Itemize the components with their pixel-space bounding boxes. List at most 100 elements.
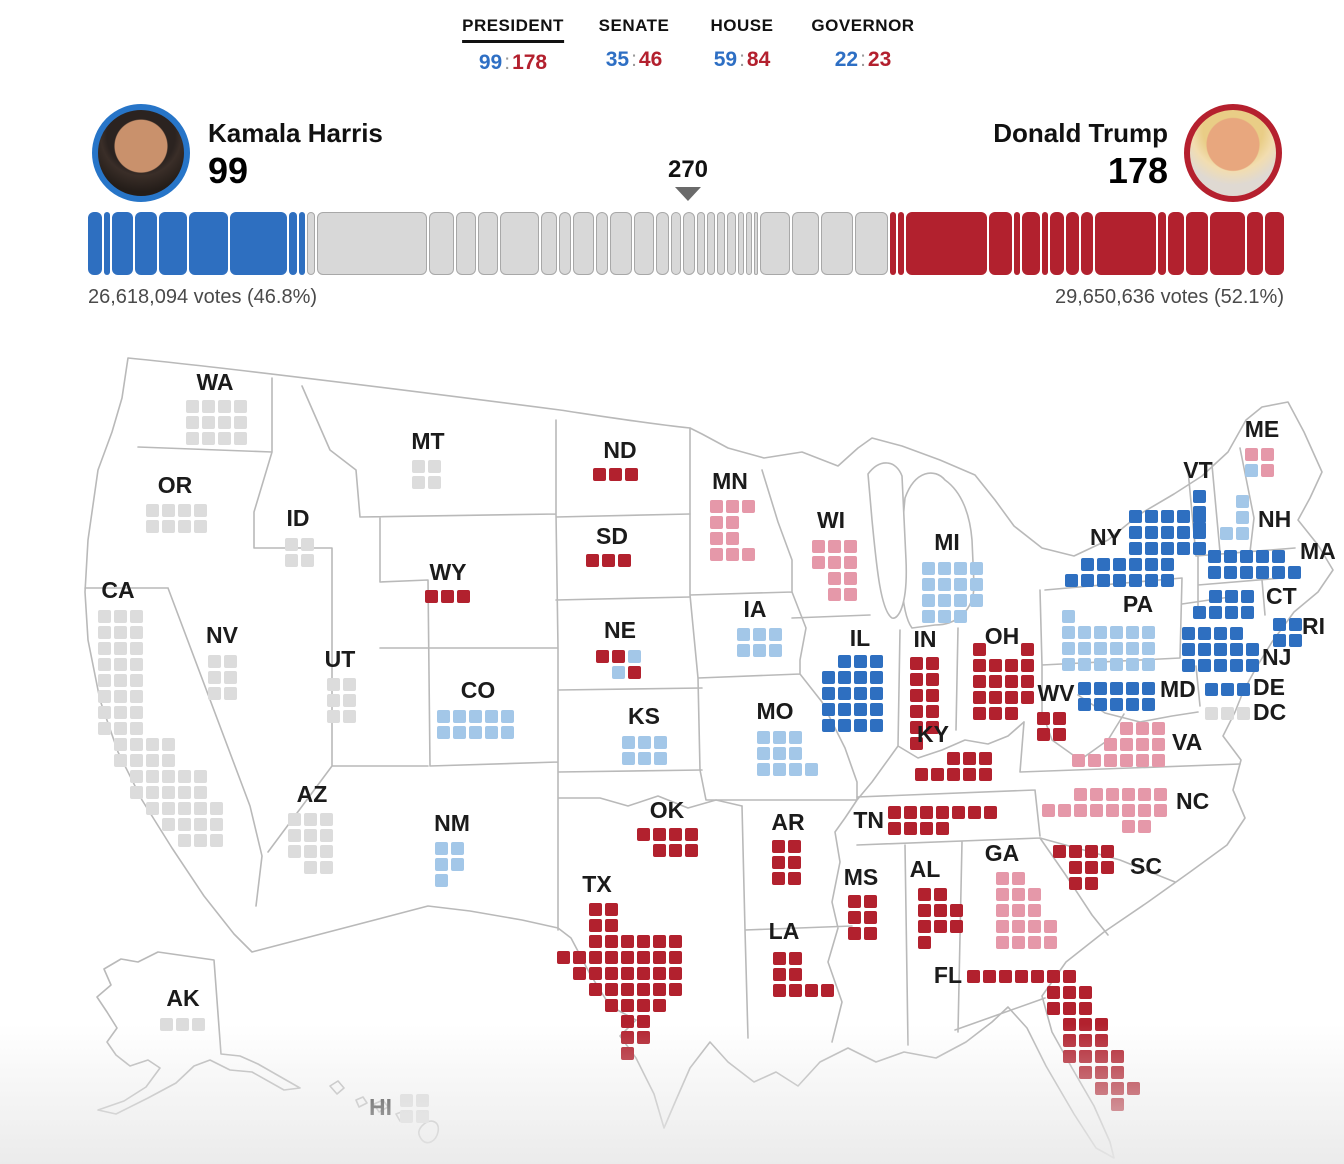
bar-segment-IA[interactable] — [559, 212, 572, 275]
bar-segment-LA[interactable] — [1247, 212, 1264, 275]
bar-segment-GA[interactable] — [855, 212, 888, 275]
state-label-KY[interactable]: KY — [917, 721, 949, 748]
bar-segment-MS[interactable] — [1066, 212, 1079, 275]
state-label-IN[interactable]: IN — [913, 626, 937, 653]
bar-segment-TN[interactable] — [989, 212, 1012, 275]
nav-tab-house[interactable]: HOUSE 59:84 — [711, 16, 774, 72]
state-label-VT[interactable]: VT — [1183, 457, 1213, 484]
state-label-VA[interactable]: VA — [1172, 729, 1203, 756]
state-label-MD[interactable]: MD — [1160, 676, 1196, 703]
bar-segment-AL[interactable] — [1021, 212, 1040, 275]
bar-segment-WY[interactable] — [889, 212, 896, 275]
nav-tab-senate[interactable]: SENATE 35:46 — [599, 16, 670, 72]
bar-segment-MD[interactable] — [112, 212, 133, 275]
bar-segment-NE3[interactable] — [1042, 212, 1049, 275]
bar-segment-PA[interactable] — [500, 212, 539, 275]
state-label-ND[interactable]: ND — [603, 437, 637, 464]
state-label-OR[interactable]: OR — [157, 472, 193, 499]
state-label-WI[interactable]: WI — [816, 507, 846, 534]
bar-segment-VT[interactable] — [104, 212, 111, 275]
state-label-HI[interactable]: HI — [369, 1094, 392, 1121]
state-label-PA[interactable]: PA — [1122, 591, 1154, 618]
bar-segment-KS[interactable] — [656, 212, 669, 275]
state-label-IL[interactable]: IL — [849, 625, 871, 652]
bar-segment-CA[interactable] — [317, 212, 428, 275]
bar-segment-WI[interactable] — [477, 212, 499, 275]
state-label-AK[interactable]: AK — [166, 985, 200, 1012]
state-label-MN[interactable]: MN — [712, 468, 748, 495]
bar-segment-NC[interactable] — [820, 212, 854, 275]
state-label-CT[interactable]: CT — [1266, 583, 1297, 610]
state-label-OK[interactable]: OK — [649, 797, 685, 824]
state-label-DE[interactable]: DE — [1253, 674, 1285, 701]
nav-tab-governor[interactable]: GOVERNOR 22:23 — [811, 16, 914, 72]
state-label-CA[interactable]: CA — [101, 577, 135, 604]
bar-segment-NM[interactable] — [670, 212, 681, 275]
state-label-AL[interactable]: AL — [909, 856, 941, 883]
bar-segment-OH[interactable] — [1210, 212, 1245, 275]
state-label-WA[interactable]: WA — [196, 369, 234, 396]
bar-segment-OK[interactable] — [1050, 212, 1065, 275]
bar-segment-AK[interactable] — [737, 212, 744, 275]
state-label-NE[interactable]: NE — [604, 617, 636, 644]
state-label-MA[interactable]: MA — [1300, 538, 1336, 565]
state-label-WY[interactable]: WY — [429, 559, 467, 586]
state-label-TN[interactable]: TN — [853, 807, 884, 834]
state-label-GA[interactable]: GA — [984, 840, 1020, 867]
bar-segment-ID[interactable] — [707, 212, 716, 275]
state-label-NC[interactable]: NC — [1176, 788, 1210, 815]
bar-segment-MI[interactable] — [759, 212, 791, 275]
state-label-NM[interactable]: NM — [434, 810, 470, 837]
state-label-KS[interactable]: KS — [628, 703, 660, 730]
bar-segment-ND[interactable] — [897, 212, 904, 275]
state-label-IA[interactable]: IA — [743, 596, 767, 623]
bar-segment-NV[interactable] — [595, 212, 608, 275]
state-label-MS[interactable]: MS — [843, 864, 879, 891]
state-label-MT[interactable]: MT — [411, 428, 445, 455]
bar-segment-WA[interactable] — [429, 212, 454, 275]
state-label-CO[interactable]: CO — [460, 677, 496, 704]
bar-segment-SC[interactable] — [1265, 212, 1284, 275]
state-label-UT[interactable]: UT — [324, 646, 356, 673]
state-label-NH[interactable]: NH — [1258, 506, 1292, 533]
bar-segment-NJ[interactable] — [159, 212, 188, 275]
bar-segment-MO[interactable] — [573, 212, 594, 275]
state-label-TX[interactable]: TX — [582, 871, 612, 898]
bar-segment-IN[interactable] — [1186, 212, 1209, 275]
state-label-FL[interactable]: FL — [933, 962, 962, 989]
nav-tab-president[interactable]: PRESIDENT 99:178 — [462, 16, 564, 75]
bar-segment-MN[interactable] — [455, 212, 476, 275]
bar-segment-FL[interactable] — [1094, 212, 1156, 275]
bar-segment-CO[interactable] — [634, 212, 655, 275]
state-label-RI[interactable]: RI — [1302, 613, 1325, 640]
state-label-WV[interactable]: WV — [1037, 680, 1075, 707]
state-label-NY[interactable]: NY — [1090, 524, 1122, 551]
bar-segment-KY[interactable] — [1167, 212, 1185, 275]
state-label-LA[interactable]: LA — [768, 918, 800, 945]
state-label-ME[interactable]: ME — [1244, 416, 1280, 443]
bar-segment-OR[interactable] — [540, 212, 558, 275]
state-label-DC[interactable]: DC — [1253, 699, 1287, 726]
bar-segment-CT[interactable] — [88, 212, 103, 275]
state-label-OH[interactable]: OH — [984, 623, 1020, 650]
state-label-AR[interactable]: AR — [771, 809, 805, 836]
bar-segment-IL[interactable] — [189, 212, 229, 275]
bar-segment-MA[interactable] — [134, 212, 157, 275]
state-label-SD[interactable]: SD — [596, 523, 628, 550]
bar-segment-SD[interactable] — [1013, 212, 1020, 275]
bar-segment-DE[interactable] — [299, 212, 306, 275]
bar-segment-TX[interactable] — [905, 212, 988, 275]
bar-segment-WV[interactable] — [1157, 212, 1166, 275]
state-label-ID[interactable]: ID — [286, 505, 310, 532]
state-label-MO[interactable]: MO — [756, 698, 794, 725]
bar-segment-DC[interactable] — [745, 212, 752, 275]
state-label-NV[interactable]: NV — [206, 622, 238, 649]
bar-segment-AR[interactable] — [1080, 212, 1093, 275]
bar-segment-NE2[interactable] — [753, 212, 758, 275]
bar-segment-VA[interactable] — [792, 212, 819, 275]
bar-segment-NH[interactable] — [307, 212, 316, 275]
bar-segment-UT[interactable] — [682, 212, 695, 275]
state-label-SC[interactable]: SC — [1130, 853, 1162, 880]
state-label-AZ[interactable]: AZ — [296, 781, 328, 808]
bar-segment-HI[interactable] — [727, 212, 736, 275]
